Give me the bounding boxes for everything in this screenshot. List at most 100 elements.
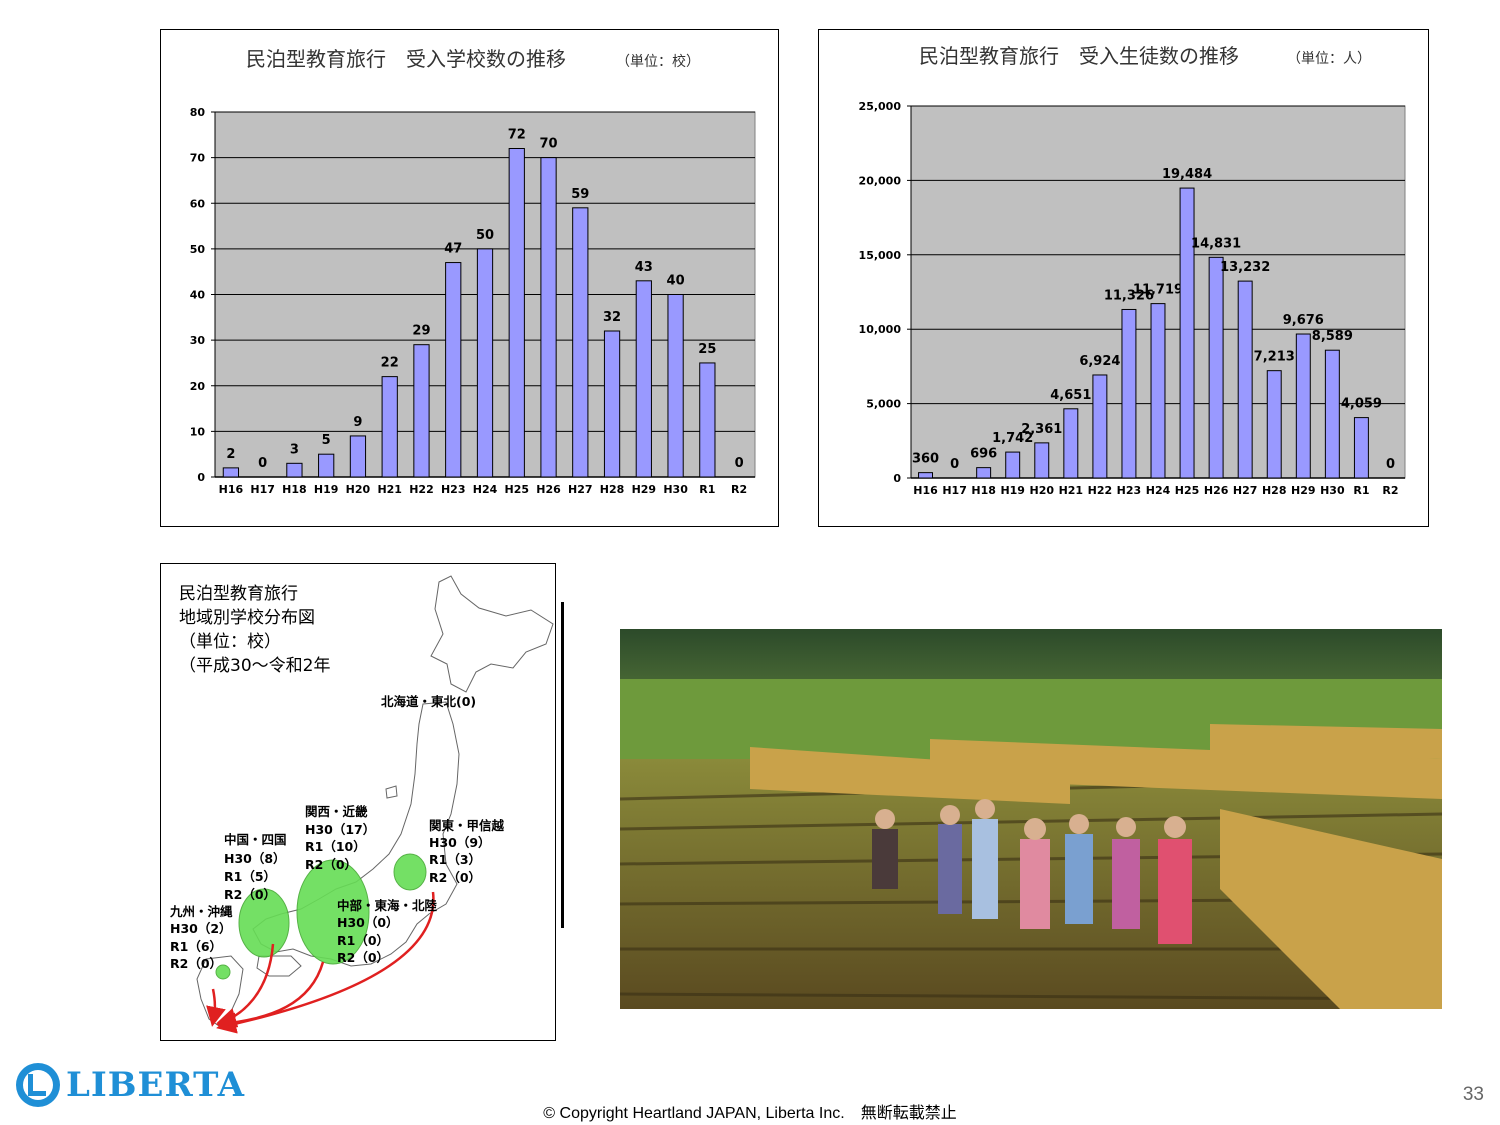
region-label: 中国・四国 xyxy=(224,832,287,847)
region-label: 中部・東海・北陸 xyxy=(337,898,438,913)
bar xyxy=(476,248,494,478)
bar xyxy=(318,453,335,478)
chugoku-arrow xyxy=(216,943,275,1028)
bar xyxy=(572,207,589,478)
y-tick-label: 80 xyxy=(190,106,206,119)
data-label: 696 xyxy=(970,447,997,462)
data-label: 0 xyxy=(735,456,744,471)
bar xyxy=(603,330,621,478)
region-label: R2（0） xyxy=(337,950,389,965)
bar xyxy=(1353,417,1369,479)
x-tick-label: H22 xyxy=(409,483,434,496)
data-label: 0 xyxy=(258,456,267,471)
bar xyxy=(1121,308,1137,479)
region-label: R1（5） xyxy=(224,869,276,884)
data-label: 1,742 xyxy=(992,431,1033,446)
rice-harvest-photo xyxy=(620,629,1442,1009)
bar xyxy=(667,294,684,478)
region-label: 関西・近畿 xyxy=(305,804,368,819)
data-label: 40 xyxy=(667,274,685,289)
bar xyxy=(508,148,525,478)
region-label: R2（0） xyxy=(429,870,481,885)
student-count-chart-panel: 民泊型教育旅行 受入生徒数の推移 （単位：人） 0 5,000 10,000 15,0… xyxy=(818,29,1429,527)
data-label: 5 xyxy=(322,433,331,448)
y-tick-label: 20,000 xyxy=(859,174,902,187)
x-tick-label: H30 xyxy=(1320,484,1345,497)
x-tick-label: H20 xyxy=(346,483,371,496)
data-label: 14,831 xyxy=(1191,236,1241,251)
data-label: 11,719 xyxy=(1133,283,1183,298)
bar xyxy=(1266,370,1282,479)
x-tick-label: H30 xyxy=(663,483,688,496)
region-label: R1（10） xyxy=(305,839,366,854)
bar xyxy=(976,467,992,479)
data-label: 70 xyxy=(539,137,557,152)
bar xyxy=(918,472,934,479)
bar xyxy=(286,462,303,478)
data-label: 22 xyxy=(381,356,399,371)
region-label: 関東・甲信越 xyxy=(429,818,505,833)
x-tick-label: H26 xyxy=(536,483,561,496)
chart-title: 民泊型教育旅行 受入生徒数の推移 xyxy=(919,44,1239,68)
x-tick-label: H24 xyxy=(473,483,498,496)
map-title-line: 民泊型教育旅行 xyxy=(179,584,298,604)
bar xyxy=(1034,442,1050,479)
data-label: 11,326 xyxy=(1104,288,1154,303)
japan-map: 北海道・東北(0) 関西・近畿 H30（17） R1（10） R2（0） 中国・… xyxy=(169,575,554,1034)
bar xyxy=(381,376,398,478)
student-count-chart: 民泊型教育旅行 受入生徒数の推移 （単位：人） 0 5,000 10,000 15,0… xyxy=(859,44,1406,497)
liberta-logo: LIBERTA xyxy=(16,1062,245,1108)
bar xyxy=(540,157,557,478)
bar xyxy=(1237,280,1253,479)
school-count-chart: 民泊型教育旅行 受入学校数の推移 （単位：校） 0102030405060708… xyxy=(190,47,756,496)
y-tick-label: 70 xyxy=(190,152,206,165)
region-chubu: 中部・東海・北陸 H30（0） R1（0） R2（0） xyxy=(337,898,438,965)
x-tick-label: H16 xyxy=(219,483,244,496)
y-tick-label: 0 xyxy=(197,471,205,484)
x-tick-label: H20 xyxy=(1030,484,1055,497)
chart-unit: （単位：人） xyxy=(1287,51,1371,67)
x-tick-label: H17 xyxy=(250,483,275,496)
logo-mark-icon xyxy=(16,1063,60,1107)
x-tick-label: H23 xyxy=(441,483,466,496)
region-label: H30（0） xyxy=(337,915,399,930)
region-label: 九州・沖縄 xyxy=(169,904,233,919)
data-label: 13,232 xyxy=(1220,260,1270,275)
region-map-panel: 北海道・東北(0) 関西・近畿 H30（17） R1（10） R2（0） 中国・… xyxy=(160,563,556,1041)
data-label: 3 xyxy=(290,442,299,457)
region-label: R1（6） xyxy=(170,939,222,954)
y-tick-label: 10 xyxy=(190,425,206,438)
region-hokkaido-tohoku: 北海道・東北(0) xyxy=(381,694,476,709)
bar xyxy=(413,344,430,478)
kyushu-arrow xyxy=(206,988,226,1027)
region-label: R2（0） xyxy=(170,956,222,971)
bar xyxy=(1179,187,1195,479)
y-tick-label: 15,000 xyxy=(859,249,902,262)
data-label: 2 xyxy=(226,447,235,462)
chart-unit: （単位：校） xyxy=(616,53,700,70)
x-tick-label: H17 xyxy=(942,484,967,497)
data-label: 47 xyxy=(444,242,462,257)
x-tick-label: H26 xyxy=(1204,484,1229,497)
map-title-line: 地域別学校分布図 xyxy=(179,608,315,628)
x-tick-label: H19 xyxy=(1000,484,1025,497)
data-label: 4,651 xyxy=(1050,388,1091,403)
region-label: R1（3） xyxy=(429,852,481,867)
data-label: 8,589 xyxy=(1312,329,1353,344)
bar xyxy=(1150,303,1166,479)
people-group xyxy=(872,799,1192,944)
chugoku-shikoku-bubble xyxy=(238,888,290,958)
data-label: 32 xyxy=(603,310,621,325)
x-tick-label: R2 xyxy=(731,483,747,496)
data-label: 29 xyxy=(412,324,430,339)
bar xyxy=(1092,374,1108,479)
x-tick-label: H27 xyxy=(1233,484,1258,497)
y-tick-label: 30 xyxy=(190,334,206,347)
x-tick-label: H18 xyxy=(971,484,996,497)
x-tick-label: H21 xyxy=(1059,484,1084,497)
data-label: 9 xyxy=(353,415,362,430)
region-chugoku-shikoku: 中国・四国 H30（8） R1（5） R2（0） xyxy=(224,832,287,902)
x-tick-label: H23 xyxy=(1117,484,1142,497)
drying-racks xyxy=(750,724,1442,1009)
map-title: 民泊型教育旅行 地域別学校分布図 （単位：校） （平成30～令和2年 xyxy=(179,582,330,678)
